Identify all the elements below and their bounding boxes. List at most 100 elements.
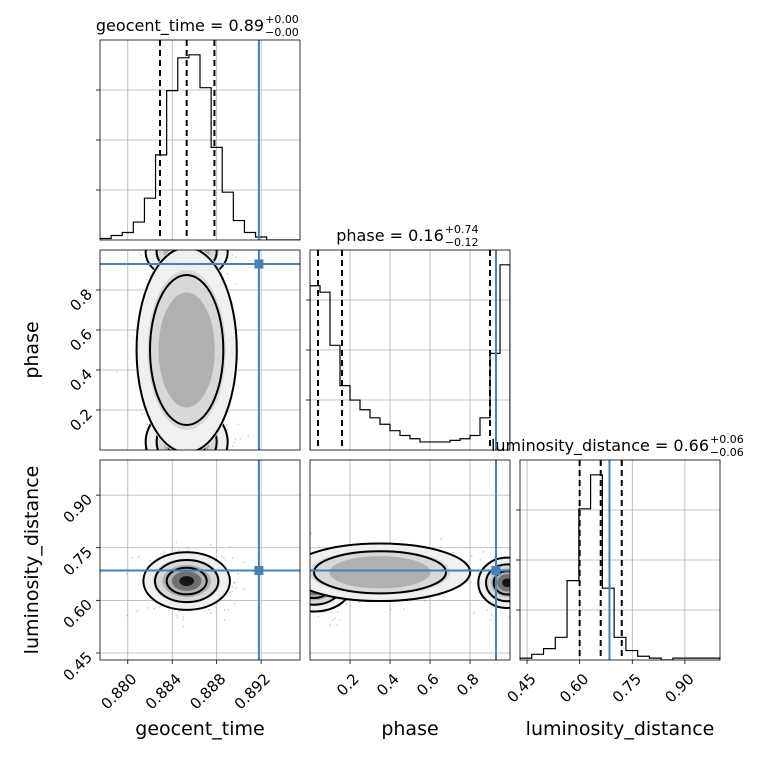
joint-geocent-phase-frame xyxy=(99,249,301,451)
sample-point xyxy=(518,572,520,574)
sample-point xyxy=(511,583,513,585)
sample-point xyxy=(187,451,189,453)
sample-point xyxy=(234,438,237,441)
sample-point xyxy=(235,587,238,590)
sample-point xyxy=(177,247,179,249)
sample-point xyxy=(297,586,299,588)
truth-marker xyxy=(491,566,501,576)
sample-point xyxy=(540,591,542,593)
sample-point xyxy=(204,466,206,468)
sample-point xyxy=(215,481,217,483)
sample-point xyxy=(306,575,308,577)
sample-point xyxy=(224,452,226,454)
sample-point xyxy=(331,619,334,621)
sample-point xyxy=(203,456,205,458)
sample-point xyxy=(168,478,170,480)
sample-point xyxy=(293,587,295,589)
sample-point xyxy=(186,247,188,249)
sample-point xyxy=(512,581,514,583)
sample-point xyxy=(490,614,493,617)
sample-point xyxy=(176,463,178,465)
sample-point xyxy=(185,226,187,228)
sample-point xyxy=(164,222,166,224)
sample-point xyxy=(237,238,239,240)
sample-point xyxy=(167,241,169,243)
sample-point xyxy=(482,550,485,553)
sample-point xyxy=(334,617,336,620)
contour-line xyxy=(142,551,231,611)
sample-point xyxy=(156,229,158,231)
sample-point xyxy=(305,600,307,602)
sample-point xyxy=(302,574,304,576)
sample-point xyxy=(294,576,296,578)
title-sup: +0.74 xyxy=(445,223,479,236)
x-tick-label: 0.2 xyxy=(333,670,363,700)
sample-point xyxy=(470,554,473,557)
sample-point xyxy=(151,246,153,248)
sample-point xyxy=(523,585,525,587)
sample-point xyxy=(187,463,189,465)
sample-point xyxy=(200,236,202,238)
sample-point xyxy=(336,611,339,614)
sample-point xyxy=(166,486,168,488)
sample-point xyxy=(177,243,179,245)
sample-point xyxy=(522,577,524,579)
sample-point xyxy=(207,246,209,248)
sample-point xyxy=(219,461,221,463)
sample-point xyxy=(289,575,291,577)
sample-point xyxy=(187,237,189,239)
sample-point xyxy=(536,581,538,583)
sample-point xyxy=(164,454,166,456)
sample-point xyxy=(162,453,164,455)
sample-point xyxy=(514,577,516,579)
sample-point xyxy=(514,583,516,585)
x-axis-label-luminosity_distance: luminosity_distance xyxy=(526,718,715,740)
sample-point xyxy=(168,452,170,454)
sample-point xyxy=(229,246,231,248)
sample-point xyxy=(247,435,250,438)
sample-point xyxy=(143,447,146,450)
sample-point xyxy=(164,469,166,471)
sample-point xyxy=(288,592,290,594)
sample-point xyxy=(486,609,489,611)
density-level xyxy=(179,576,195,586)
x-tick-label: 0.888 xyxy=(186,670,229,713)
sample-point xyxy=(307,577,309,579)
sample-point xyxy=(437,594,440,597)
sample-point xyxy=(308,588,310,590)
sample-point xyxy=(175,454,177,456)
sample-point xyxy=(227,608,230,611)
sample-point xyxy=(513,578,515,580)
sample-point xyxy=(172,455,174,457)
sample-point xyxy=(171,245,173,247)
sample-point xyxy=(178,232,180,234)
sample-point xyxy=(115,371,118,374)
sample-point xyxy=(186,226,188,228)
sample-point xyxy=(521,576,523,578)
sample-point xyxy=(209,544,212,546)
sample-point xyxy=(226,272,229,275)
sample-point xyxy=(203,247,205,249)
sample-point xyxy=(188,549,190,552)
sample-point xyxy=(539,578,541,580)
sample-point xyxy=(305,595,307,597)
sample-point xyxy=(158,606,161,608)
sample-point xyxy=(187,452,189,454)
x-tick-label: 0.8 xyxy=(453,670,483,700)
sample-point xyxy=(302,605,304,607)
sample-point xyxy=(205,237,207,239)
sample-point xyxy=(213,606,216,608)
sample-point xyxy=(142,248,144,250)
sample-point xyxy=(473,611,476,614)
sample-point xyxy=(191,457,193,459)
sample-point xyxy=(142,450,144,452)
sample-point xyxy=(176,454,178,456)
sample-point xyxy=(185,470,187,472)
sample-point xyxy=(531,569,533,571)
sample-point xyxy=(512,589,514,591)
sample-point xyxy=(512,577,514,579)
sample-point xyxy=(204,450,206,452)
sample-point xyxy=(304,593,306,595)
sample-point xyxy=(187,453,189,455)
truth-marker xyxy=(254,259,264,269)
